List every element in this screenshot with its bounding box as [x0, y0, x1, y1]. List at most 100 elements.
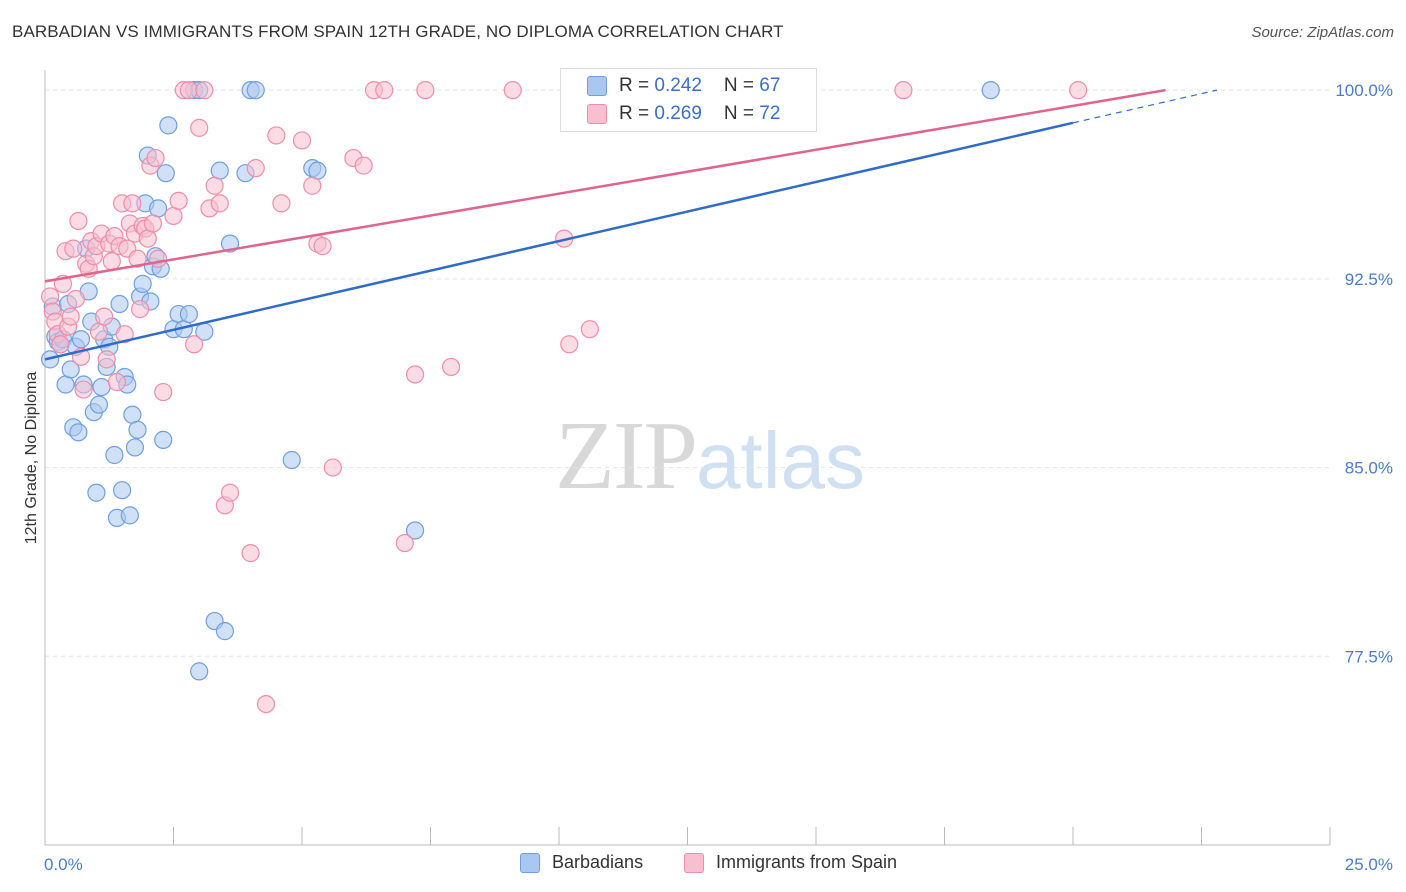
spain-point [146, 148, 165, 168]
spain-point [107, 372, 127, 392]
spain-point [220, 483, 240, 502]
barbadian-point [156, 164, 175, 183]
spain-point [41, 287, 60, 306]
barbadian-point [71, 330, 91, 349]
legend-n-value-spain: 72 [759, 103, 781, 124]
legend-r-value-spain: 0.269 [654, 103, 702, 124]
legend-r-label: R = [619, 75, 655, 96]
spain-point [179, 81, 199, 100]
spain-point [416, 81, 435, 100]
barbadian-point [120, 506, 139, 525]
barbadian-point [159, 116, 178, 135]
y-tick-label: 85.0% [1345, 459, 1393, 478]
spain-point [164, 206, 183, 226]
spain-point [323, 458, 342, 477]
bottom-legend-barbadians: Barbadians [520, 852, 643, 873]
barbadian-point [125, 438, 145, 457]
barbadian-point [89, 395, 109, 414]
barbadian-point [92, 377, 111, 397]
spain-point [246, 159, 265, 178]
barbadian-point [981, 81, 1000, 100]
bottom-legend-swatch-spain [684, 852, 704, 873]
y-tick-label: 77.5% [1345, 647, 1393, 666]
barbadian-point [405, 521, 425, 540]
chart-source: Source: ZipAtlas.com [1251, 24, 1394, 41]
legend-swatch-barbadians [587, 76, 607, 96]
spain-point [190, 118, 209, 137]
spain-point [128, 249, 147, 268]
spain-point [256, 694, 276, 714]
legend-row-spain: R = 0.269 N = 72 [587, 103, 780, 125]
legend-r-value-barbadians: 0.242 [654, 75, 702, 96]
barbadian-point [215, 622, 234, 641]
y-axis-label: 12th Grade, No Diploma [23, 372, 40, 545]
x-tick-label-left: 0.0% [44, 855, 83, 874]
legend-n-label: N = [723, 75, 760, 96]
spain-point [148, 249, 168, 268]
legend-r-label: R = [619, 103, 655, 124]
spain-point [74, 380, 93, 399]
spain-point [303, 176, 322, 195]
spain-point [272, 194, 291, 213]
bottom-legend-label-barbadians: Barbadians [552, 852, 644, 872]
barbadian-point [61, 360, 80, 379]
spain-trend-line [44, 88, 1166, 283]
legend-swatch-spain [587, 104, 607, 124]
spain-point [267, 126, 286, 145]
spain-point [441, 357, 461, 377]
barbadian-point [308, 161, 327, 180]
spain-point [130, 299, 150, 319]
spain-point [1069, 81, 1088, 100]
barbadian-point [123, 405, 142, 424]
legend-n-value-barbadians: 67 [759, 75, 781, 96]
bottom-legend-swatch-barbadians [520, 852, 540, 873]
spain-point [580, 320, 599, 339]
spain-point [184, 335, 204, 354]
spain-point [503, 81, 522, 100]
barbadian-point [190, 662, 209, 681]
spain-point [560, 335, 579, 354]
spain-point [97, 350, 116, 369]
bottom-legend-spain: Immigrants from Spain [684, 852, 897, 873]
spain-point [354, 156, 373, 175]
watermark-atlas: atlas [696, 416, 865, 505]
bottom-legend-label-spain: Immigrants from Spain [716, 852, 898, 872]
spain-point [195, 81, 214, 100]
spain-point [51, 335, 70, 354]
barbadian-point [128, 420, 147, 439]
spain-point [210, 194, 229, 213]
barbadian-point [87, 483, 106, 502]
barbadian-point [148, 199, 168, 218]
barbadian-trend-extension [1072, 89, 1218, 124]
spain-point [102, 252, 121, 271]
spain-point [405, 365, 425, 384]
barbadian-point [282, 450, 301, 470]
y-tick-label: 92.5% [1345, 270, 1393, 289]
barbadian-point [154, 430, 173, 449]
spain-point [138, 229, 157, 248]
barbadian-point [56, 375, 75, 394]
watermark-zip: ZIP [555, 402, 698, 510]
watermark: ZIPatlas [555, 400, 865, 512]
spain-point [89, 322, 109, 341]
legend-n-label: N = [723, 103, 760, 124]
spain-point [241, 544, 260, 563]
barbadian-trend-line [44, 121, 1074, 361]
barbadian-point [133, 274, 152, 293]
spain-point [292, 131, 312, 150]
spain-point [375, 81, 394, 100]
chart-title: BARBADIAN VS IMMIGRANTS FROM SPAIN 12TH … [12, 22, 784, 41]
legend-row-barbadians: R = 0.242 N = 67 [587, 75, 780, 97]
y-tick-label: 100.0% [1335, 81, 1393, 100]
barbadian-point [112, 481, 132, 500]
spain-point [61, 307, 80, 326]
spain-point [205, 176, 224, 195]
barbadian-point [179, 304, 199, 324]
spain-point [154, 382, 173, 402]
x-tick-label-right: 25.0% [1345, 855, 1393, 874]
barbadian-point [246, 81, 265, 100]
spain-point [143, 214, 163, 233]
stats-legend: R = 0.242 N = 67 R = 0.269 N = 72 [560, 68, 817, 132]
spain-point [395, 533, 414, 553]
